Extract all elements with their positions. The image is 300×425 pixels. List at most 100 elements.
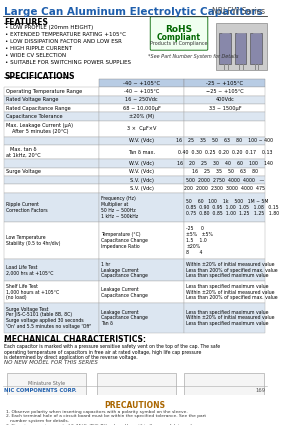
Text: SPECIFICATIONS: SPECIFICATIONS (4, 71, 75, 81)
Bar (220, 33, 231, 64)
Text: • SUITABLE FOR SWITCHING POWER SUPPLIES: • SUITABLE FOR SWITCHING POWER SUPPLIES (5, 60, 131, 65)
Text: 50    60   100    1k    500   1M ~ 5M
0.85  0.90  0.95  1.00  1.05   1.08   0.15: 50 60 100 1k 500 1M ~ 5M 0.85 0.90 0.95 … (186, 199, 279, 216)
Text: • HIGH RIPPLE CURRENT: • HIGH RIPPLE CURRENT (5, 46, 72, 51)
Text: Miniature Style: Miniature Style (28, 381, 65, 386)
Text: −25 ~ +105°C: −25 ~ +105°C (206, 89, 244, 94)
Text: Compliant: Compliant (157, 34, 201, 43)
Bar (3, 399, 267, 425)
Text: ±20% (M): ±20% (M) (129, 114, 154, 119)
Bar (4, 159, 99, 167)
Text: Tan δ max.: Tan δ max. (128, 150, 155, 155)
Text: Temperature (°C)
Capacitance Change
Impedance Ratio: Temperature (°C) Capacitance Change Impe… (101, 232, 148, 249)
Bar (99, 176, 184, 184)
Text: 33 ~ 1500µF: 33 ~ 1500µF (208, 106, 241, 111)
Bar (184, 137, 266, 145)
Bar (4, 96, 99, 104)
Text: • LOW DISSIPATION FACTOR AND LOW ESR: • LOW DISSIPATION FACTOR AND LOW ESR (5, 39, 122, 44)
Bar (99, 145, 184, 159)
Bar (99, 88, 184, 96)
Text: *See Part Number System for Details: *See Part Number System for Details (148, 54, 239, 59)
Text: • LOW PROFILE (20mm HEIGHT): • LOW PROFILE (20mm HEIGHT) (5, 25, 94, 30)
Bar (99, 96, 184, 104)
Bar (4, 88, 99, 96)
Bar (184, 145, 266, 159)
Bar (4, 222, 99, 259)
Bar (4, 145, 99, 159)
Bar (250, 33, 262, 64)
Bar (99, 159, 184, 167)
Bar (184, 281, 266, 303)
Bar (184, 88, 266, 96)
Bar (184, 159, 266, 167)
Text: W.V. (Vdc): W.V. (Vdc) (129, 169, 154, 174)
Text: Ripple Current
Correction Factors: Ripple Current Correction Factors (6, 202, 48, 213)
Bar (184, 303, 266, 333)
Text: MECHANICAL CHARACTERISTICS:: MECHANICAL CHARACTERISTICS: (4, 335, 146, 344)
Bar (4, 104, 99, 113)
Bar (4, 184, 99, 193)
Text: Products in Compliance: Products in Compliance (150, 41, 208, 46)
Text: W.V. (Vdc): W.V. (Vdc) (129, 161, 154, 166)
Bar (99, 167, 184, 176)
Text: 1. Observe polarity when inserting capacitors with a polarity symbol on the slee: 1. Observe polarity when inserting capac… (6, 410, 206, 425)
Text: • EXTENDED TEMPERATURE RATING +105°C: • EXTENDED TEMPERATURE RATING +105°C (5, 32, 126, 37)
Text: 400Vdc: 400Vdc (215, 97, 234, 102)
Text: Large Can Aluminum Electrolytic Capacitors: Large Can Aluminum Electrolytic Capacito… (4, 6, 263, 17)
Text: 1 hr
Leakage Current
Capacitance Change: 1 hr Leakage Current Capacitance Change (101, 262, 148, 278)
Text: -40 ~ +105°C: -40 ~ +105°C (123, 81, 160, 86)
Text: Less than specified maximum value
Within ±20% of initial measured value
Less tha: Less than specified maximum value Within… (186, 309, 275, 326)
Bar (99, 113, 184, 121)
Text: 16 ~ 250Vdc: 16 ~ 250Vdc (125, 97, 158, 102)
Bar (184, 79, 266, 88)
Bar (99, 104, 184, 113)
Bar (184, 184, 266, 193)
Bar (184, 167, 266, 176)
Bar (184, 259, 266, 281)
Text: 68 ~ 10,000µF: 68 ~ 10,000µF (123, 106, 160, 111)
Bar (99, 137, 184, 145)
Text: -25 ~ +105°C: -25 ~ +105°C (206, 81, 244, 86)
Text: • WIDE CV SELECTION: • WIDE CV SELECTION (5, 53, 67, 58)
Text: Max. tan δ
at 1kHz, 20°C: Max. tan δ at 1kHz, 20°C (6, 147, 41, 158)
Text: S.V. (Vdc): S.V. (Vdc) (130, 178, 154, 183)
Bar (97, 373, 176, 397)
Text: 16    20    25    30    40    60    100    140: 16 20 25 30 40 60 100 140 (177, 161, 273, 166)
Text: -25     0
±5%   ±5%
1.5    1.0
±20%
8       4: -25 0 ±5% ±5% 1.5 1.0 ±20% 8 4 (186, 227, 213, 255)
Bar (184, 96, 266, 104)
Bar (184, 104, 266, 113)
Bar (99, 303, 184, 333)
Text: Leakage Current
Capacitance Change: Leakage Current Capacitance Change (101, 287, 148, 297)
Bar (4, 167, 99, 176)
Text: 16    25    35    50    63    80: 16 25 35 50 63 80 (192, 169, 258, 174)
Bar (99, 193, 184, 222)
Bar (99, 222, 184, 259)
Text: 3 ×  CµF×V: 3 × CµF×V (127, 126, 156, 131)
Bar (4, 259, 99, 281)
Bar (4, 303, 99, 333)
Bar (99, 79, 184, 88)
Bar (99, 121, 184, 137)
Text: Surge Voltage: Surge Voltage (6, 169, 41, 174)
Text: Each capacitor is marked with a pressure sensitive safety vent on the top of the: Each capacitor is marked with a pressure… (4, 344, 220, 360)
Bar (184, 222, 266, 259)
Text: NIC COMPONENTS CORP.: NIC COMPONENTS CORP. (4, 388, 77, 394)
Bar (184, 373, 264, 397)
Text: Max. Leakage Current (µA)
After 5 minutes (20°C): Max. Leakage Current (µA) After 5 minute… (6, 123, 73, 134)
Text: 169: 169 (255, 388, 266, 394)
Bar (99, 184, 184, 193)
Text: Low Temperature
Stability (0.5 to 4hr/div): Low Temperature Stability (0.5 to 4hr/di… (6, 235, 61, 246)
Text: Shelf Life Test
1,000 hours at +105°C
(no load): Shelf Life Test 1,000 hours at +105°C (n… (6, 284, 59, 300)
Text: NRLFW Series: NRLFW Series (212, 6, 266, 15)
Bar (184, 176, 266, 184)
Bar (99, 259, 184, 281)
Text: W.V. (Vdc): W.V. (Vdc) (129, 139, 154, 143)
Text: Operating Temperature Range: Operating Temperature Range (6, 89, 82, 94)
Bar (216, 23, 267, 70)
Text: 500  2000  2750  4000  4000   —: 500 2000 2750 4000 4000 — (186, 178, 264, 183)
Bar (99, 281, 184, 303)
FancyBboxPatch shape (150, 17, 208, 50)
Text: Leakage Current
Capacitance Change
Tan δ: Leakage Current Capacitance Change Tan δ (101, 309, 148, 326)
Bar (184, 193, 266, 222)
Bar (4, 176, 99, 184)
Text: PRECAUTIONS: PRECAUTIONS (104, 401, 165, 411)
